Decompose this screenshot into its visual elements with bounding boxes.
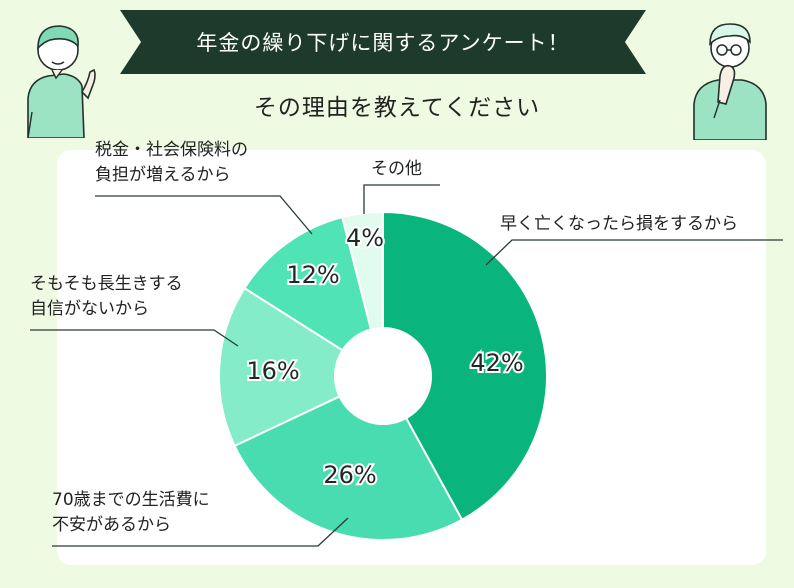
leader-line — [30, 329, 239, 347]
callout-line: そもそも長生きする — [30, 274, 183, 294]
leader-line — [485, 239, 783, 266]
leader-line — [52, 517, 349, 547]
callout-line: 税金・社会保険料の — [95, 140, 248, 160]
callout-label: そもそも長生きする 自信がないから — [30, 272, 183, 322]
pie-slice — [340, 210, 384, 331]
callout-line: 自信がないから — [30, 299, 149, 319]
callout-label: 早く亡くなったら損をするから — [500, 212, 738, 237]
pie-slice — [233, 395, 464, 541]
banner-title: 年金の繰り下げに関するアンケート！ — [196, 31, 570, 55]
callout-line: 早く亡くなったら損をするから — [500, 214, 738, 234]
pie-slice — [243, 215, 373, 352]
callout-line: その他 — [371, 159, 422, 179]
callout-label: その他 — [371, 157, 422, 182]
page-subtitle: その理由を教えてください — [253, 95, 541, 121]
callout-line: 不安があるから — [52, 515, 171, 535]
thinking-person-icon — [693, 23, 767, 140]
data-label: 16% — [246, 357, 299, 385]
callout-label: 70歳までの生活費に 不安があるから — [52, 488, 210, 538]
callout-line: 負担が増えるから — [95, 165, 231, 185]
callout-label: 税金・社会保険料の 負担が増えるから — [95, 138, 248, 188]
data-label: 12% — [286, 261, 339, 289]
data-label: 4% — [346, 224, 384, 252]
pie-slice — [218, 286, 344, 448]
pointing-person-icon — [27, 25, 96, 138]
callout-line: 70歳までの生活費に — [52, 490, 210, 510]
data-label: 26% — [323, 461, 376, 489]
leader-line — [363, 184, 440, 214]
title-banner: 年金の繰り下げに関するアンケート！ — [120, 10, 646, 74]
data-label: 42% — [470, 349, 523, 377]
pie-slice — [382, 210, 548, 522]
leader-line — [95, 195, 313, 235]
